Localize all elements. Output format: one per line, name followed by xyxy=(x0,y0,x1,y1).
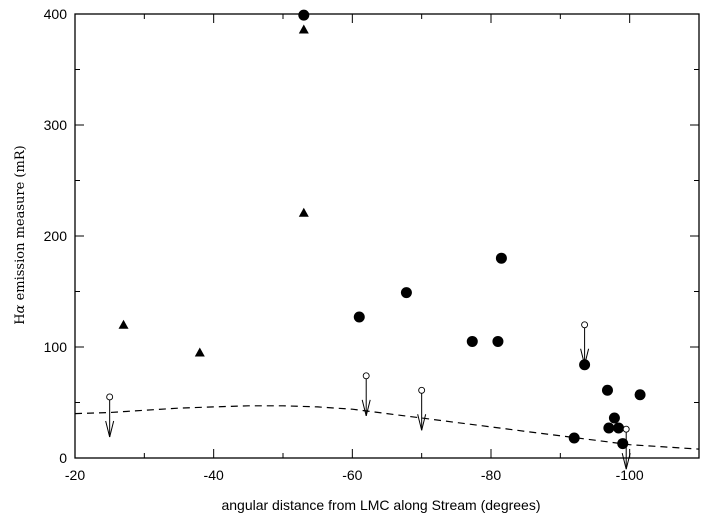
upper-limit-marker xyxy=(417,386,427,431)
y-axis: 0 100 200 300 400 xyxy=(44,6,699,466)
circle-point xyxy=(617,438,629,450)
y-axis-label: Hα emission measure (mR) xyxy=(13,145,28,324)
x-tick-label: -100 xyxy=(616,467,644,483)
triangle-point xyxy=(298,24,309,34)
x-tick-label: -20 xyxy=(65,467,85,483)
y-tick-label: 200 xyxy=(44,228,68,244)
upper-limit-circle xyxy=(581,321,589,329)
upper-limit-arrowhead xyxy=(621,453,631,470)
upper-limit-circle xyxy=(106,393,114,401)
x-axis: -20 -40 -60 -80 -100 xyxy=(65,14,644,483)
y-tick-label: 0 xyxy=(59,450,67,466)
upper-limit-arrowhead xyxy=(417,414,427,431)
triangle-point xyxy=(118,319,129,329)
circle-point xyxy=(466,335,478,347)
circle-point xyxy=(353,311,365,323)
circle-point xyxy=(400,287,412,299)
upper-limit-marker xyxy=(361,372,371,416)
x-tick-label: -80 xyxy=(481,467,501,483)
circle-point xyxy=(495,252,507,264)
upper-limit-marker xyxy=(105,393,115,438)
triangle-point xyxy=(194,347,205,357)
data-marks-layer xyxy=(105,9,646,470)
model-curve xyxy=(74,405,700,450)
upper-limit-marker xyxy=(580,321,590,365)
y-axis-label-symbol: α xyxy=(13,304,28,313)
circle-point xyxy=(298,9,310,21)
circle-point xyxy=(568,432,580,444)
upper-limit-arrowhead xyxy=(580,348,590,365)
y-axis-label-rest: emission measure (mR) xyxy=(13,145,28,304)
circle-point xyxy=(613,422,625,434)
circle-point xyxy=(601,384,613,396)
y-tick-label: 300 xyxy=(44,117,68,133)
circle-point xyxy=(492,335,504,347)
upper-limit-circle xyxy=(622,425,630,433)
upper-limit-circle xyxy=(362,372,370,380)
upper-limit-arrowhead xyxy=(105,420,115,438)
circle-point xyxy=(608,412,620,424)
triangle-point xyxy=(298,207,309,217)
circle-point xyxy=(634,389,646,401)
y-tick-label: 400 xyxy=(44,6,68,22)
y-axis-label-prefix: H xyxy=(13,313,28,324)
x-tick-label: -40 xyxy=(204,467,224,483)
model-curve-layer xyxy=(74,405,700,450)
x-axis-label: angular distance from LMC along Stream (… xyxy=(221,497,540,513)
x-tick-label: -60 xyxy=(342,467,362,483)
y-tick-label: 100 xyxy=(44,339,68,355)
circle-point xyxy=(603,422,615,434)
upper-limit-circle xyxy=(418,386,426,394)
upper-limit-marker xyxy=(621,425,631,470)
upper-limit-arrowhead xyxy=(361,399,371,416)
